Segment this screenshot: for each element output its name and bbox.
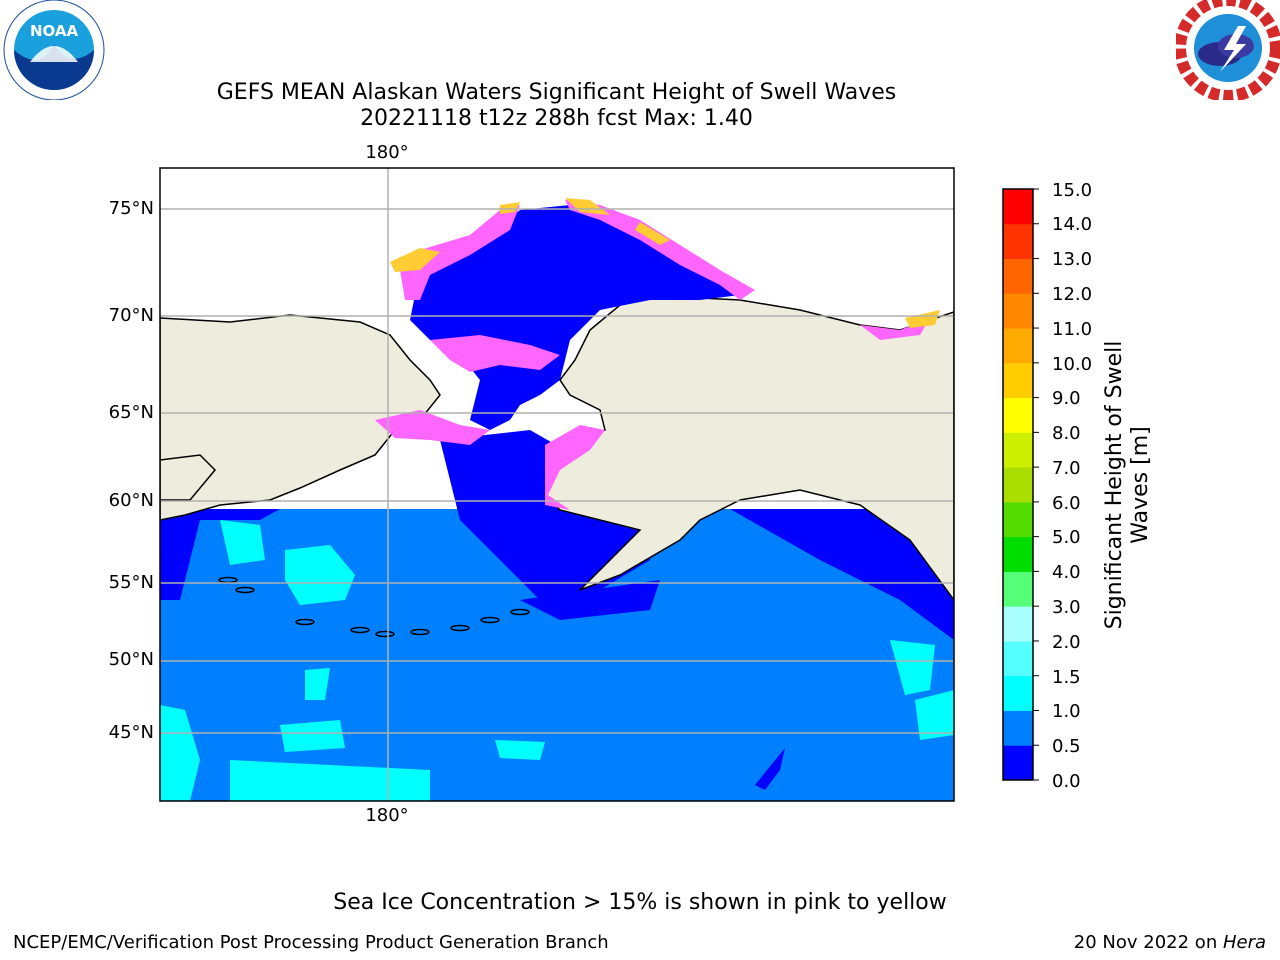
aleutian-island — [510, 608, 530, 616]
colorbar-tick-3: 3.0 — [1052, 597, 1081, 618]
cyan-swell-patch — [285, 545, 355, 605]
aleutian-island — [480, 616, 500, 624]
colorbar-swatch — [1003, 397, 1033, 433]
cyan-swell-patch — [160, 705, 200, 801]
colorbar-swatch — [1003, 362, 1033, 399]
lat-label-65: 65°N — [108, 402, 154, 423]
colorbar-swatch — [1003, 640, 1033, 677]
colorbar-tick-14: 14.0 — [1052, 214, 1093, 235]
aleutian-island — [235, 586, 255, 594]
aleutian-island — [350, 626, 370, 634]
map-layers — [160, 168, 954, 801]
colorbar-tick-1-5: 1.5 — [1052, 667, 1081, 688]
chart-title: GEFS MEAN Alaskan Waters Significant Hei… — [216, 80, 897, 105]
colorbar-tick-1: 1.0 — [1052, 701, 1081, 722]
lat-label-45: 45°N — [108, 722, 154, 743]
offshore-low-swell — [755, 748, 785, 790]
cyan-swell-patch — [280, 720, 345, 752]
gulf-alaska-low-swell — [730, 509, 954, 640]
colorbar-tick-11: 11.0 — [1052, 319, 1093, 340]
machine-name: Hera — [1222, 932, 1266, 953]
cyan-swell-patch — [305, 668, 330, 700]
colorbar-swatch — [1003, 536, 1033, 572]
sea-ice-edge — [860, 318, 930, 340]
noaa-logo: NOAA — [3, 0, 105, 100]
lon-label-bottom: 180° — [365, 805, 409, 826]
colorbar-swatch — [1003, 293, 1033, 329]
sea-ice-dense — [905, 310, 940, 328]
aleutian-island — [375, 630, 395, 638]
aleutian-island — [450, 624, 470, 632]
map-frame — [159, 167, 955, 802]
colorbar-tick-8: 8.0 — [1052, 423, 1081, 444]
lat-label-70: 70°N — [108, 305, 154, 326]
colorbar-tick-5: 5.0 — [1052, 527, 1081, 548]
nws-logo — [1176, 0, 1280, 100]
cyan-swell-patch — [495, 740, 545, 760]
colorbar-swatch — [1003, 606, 1033, 642]
colorbar-swatch — [1003, 328, 1033, 364]
sea-ice-edge — [430, 335, 560, 372]
cyan-swell-patch — [890, 640, 935, 695]
sea-ice-edge — [375, 410, 490, 445]
lon-label-top: 180° — [365, 142, 409, 163]
colorbar-swatch — [1003, 501, 1033, 538]
colorbar-tick-12: 12.0 — [1052, 284, 1093, 305]
colorbar-tick-2: 2.0 — [1052, 632, 1081, 653]
colorbar-tick-7: 7.0 — [1052, 458, 1081, 479]
kamchatka-landmass — [160, 454, 217, 501]
sea-ice-edge — [545, 425, 605, 510]
aleutian-island — [295, 618, 315, 626]
colorbar-swatch — [1003, 432, 1033, 468]
colorbar-swatch — [1003, 189, 1033, 225]
graticule — [160, 168, 954, 801]
chart-subtitle: 20221118 t12z 288h fcst Max: 1.40 — [360, 106, 753, 131]
sea-ice-dense — [565, 198, 610, 215]
cyan-swell-patch — [220, 520, 265, 565]
run-date: 20 Nov 2022 on Hera — [1074, 932, 1266, 953]
run-date-prefix: 20 Nov 2022 on — [1073, 932, 1223, 953]
lat-label-50: 50°N — [108, 649, 154, 670]
colorbar-tick-9: 9.0 — [1052, 388, 1081, 409]
aleutian-low-swell — [520, 580, 660, 620]
cyan-swell-patch — [915, 690, 954, 740]
colorbar-tick-10: 10.0 — [1052, 354, 1093, 375]
sea-ice-note: Sea Ice Concentration > 15% is shown in … — [333, 890, 947, 915]
colorbar-swatch — [1003, 571, 1033, 607]
sea-ice-dense — [500, 202, 520, 214]
colorbar-swatch — [1003, 467, 1033, 503]
aleutian-island — [410, 628, 430, 636]
arctic-low-swell — [410, 205, 740, 430]
colorbar-tick-0-5: 0.5 — [1052, 736, 1081, 757]
colorbar-swatch — [1003, 710, 1033, 746]
sea-ice-edge — [565, 200, 755, 300]
lat-label-55: 55°N — [108, 572, 154, 593]
sea-ice-dense — [635, 222, 670, 245]
colorbar-swatch — [1003, 745, 1033, 781]
noaa-logo-text: NOAA — [30, 22, 79, 40]
sea-ice-edge — [400, 205, 520, 300]
colorbar-tick-15: 15.0 — [1052, 180, 1093, 201]
colorbar-tick-0: 0.0 — [1052, 771, 1081, 792]
sea-ice-dense — [390, 248, 440, 272]
colorbar-tick-6: 6.0 — [1052, 493, 1081, 514]
cyan-swell-patch — [230, 760, 430, 801]
colorbar-swatch — [1003, 258, 1033, 294]
producer-credit: NCEP/EMC/Verification Post Processing Pr… — [13, 932, 609, 953]
colorbar-swatch — [1003, 675, 1033, 711]
colorbar-title: Significant Height of Swell Waves [m] — [1102, 340, 1153, 630]
colorbar-frame — [1002, 188, 1034, 781]
lat-label-75: 75°N — [108, 198, 154, 219]
colorbar-swatch — [1003, 223, 1033, 260]
kamchatka-low-swell — [160, 509, 280, 600]
colorbar-tick-4: 4.0 — [1052, 562, 1081, 583]
colorbar-tick-13: 13.0 — [1052, 249, 1093, 270]
lat-label-60: 60°N — [108, 490, 154, 511]
